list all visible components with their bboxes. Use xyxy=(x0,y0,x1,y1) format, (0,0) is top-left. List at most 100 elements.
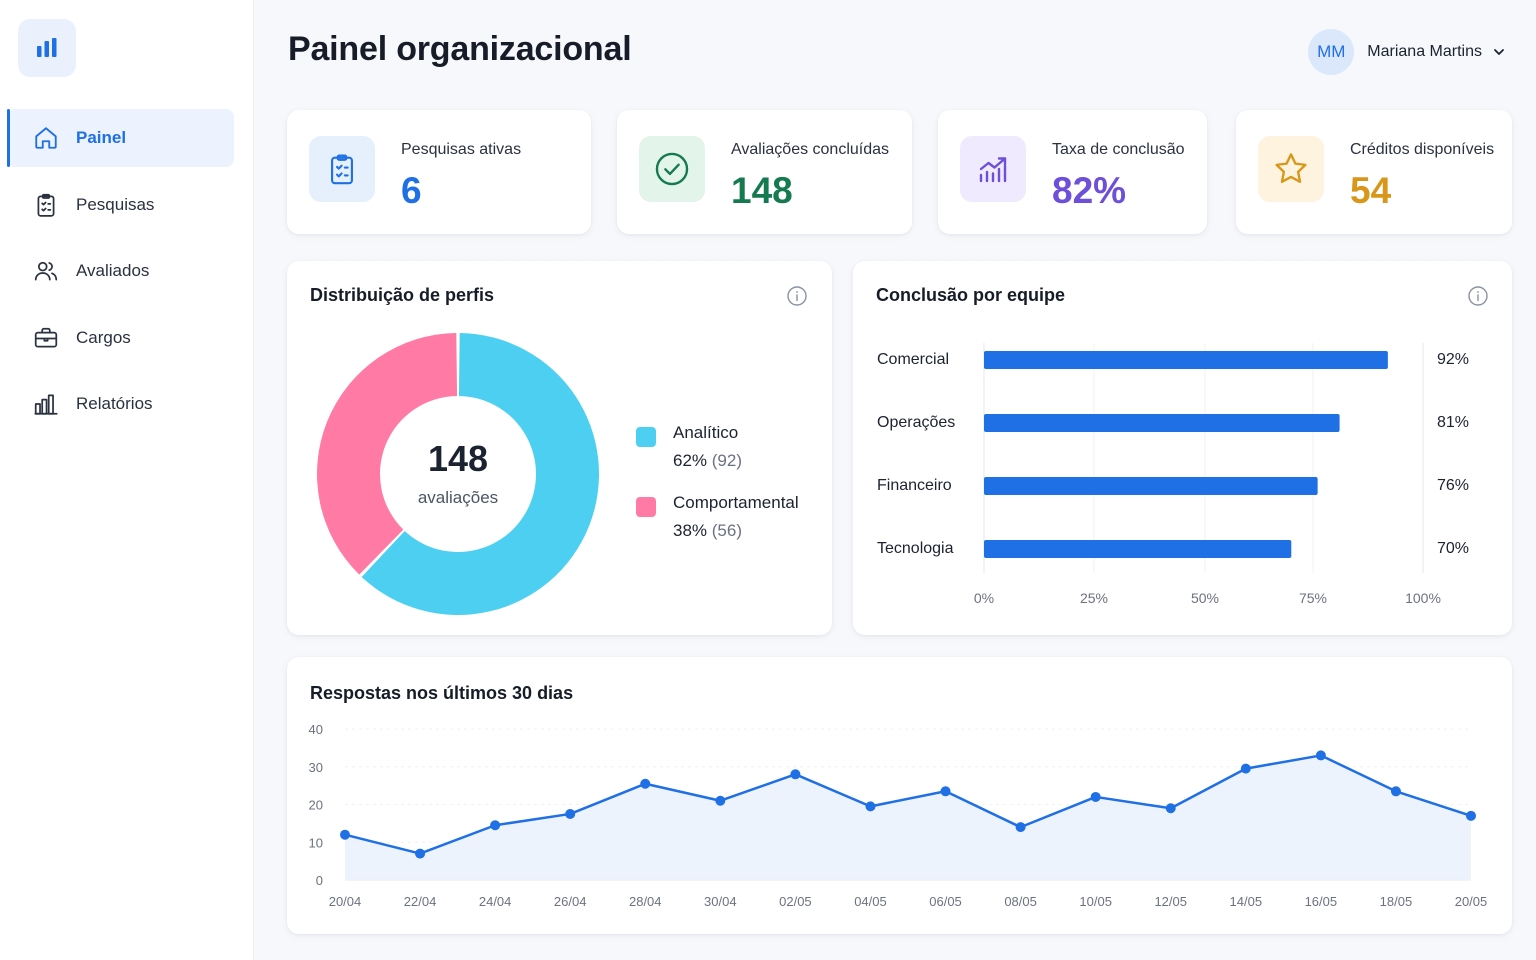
donut-center-value: 148 xyxy=(428,438,488,479)
info-icon[interactable] xyxy=(1467,285,1489,307)
x-tick-label: 10/05 xyxy=(1079,894,1112,909)
stat-label: Avaliações concluídas xyxy=(731,141,890,158)
user-menu[interactable]: MM Mariana Martins xyxy=(1308,29,1506,75)
team-bar-chart xyxy=(983,343,1424,573)
sidebar-item-avaliados[interactable]: Avaliados xyxy=(7,242,234,300)
chevron-down-icon[interactable] xyxy=(1492,45,1506,59)
legend-percent: 38% xyxy=(673,521,708,540)
profile-distribution-card: Distribuição de perfis 148 avaliações An… xyxy=(287,261,832,635)
avatar[interactable]: MM xyxy=(1308,29,1355,75)
app-logo[interactable] xyxy=(18,19,76,77)
sidebar-item-cargos[interactable]: Cargos xyxy=(7,309,234,367)
team-completion-card: Conclusão por equipe Comercial Operações… xyxy=(853,261,1512,635)
x-tick-label: 26/04 xyxy=(554,894,587,909)
data-point[interactable] xyxy=(1165,803,1176,814)
stat-label: Pesquisas ativas xyxy=(401,141,522,158)
stat-value: 82% xyxy=(1052,170,1127,211)
x-tick-label: 100% xyxy=(1405,590,1441,606)
legend-name: Analítico xyxy=(673,423,739,442)
bar-chart-icon xyxy=(37,38,57,57)
y-tick-label: 10 xyxy=(309,835,323,850)
x-tick-label: 24/04 xyxy=(479,894,512,909)
data-point[interactable] xyxy=(340,829,350,840)
y-tick-label: 20 xyxy=(309,798,323,813)
y-tick-label: 0 xyxy=(316,873,323,888)
x-tick-label: 25% xyxy=(1079,590,1109,606)
donut-chart: 148 avaliações xyxy=(317,333,599,615)
bar-1[interactable] xyxy=(984,414,1340,432)
y-tick-label: 40 xyxy=(309,722,323,737)
data-point[interactable] xyxy=(640,778,651,789)
legend-value: 62% (92) xyxy=(673,451,742,471)
bar-chart-icon xyxy=(33,391,59,417)
stat-card-avaliacoes-concluidas[interactable]: Avaliações concluídas 148 xyxy=(617,110,912,234)
bar-label: Operações xyxy=(877,414,956,431)
x-tick-label: 18/05 xyxy=(1380,894,1413,909)
bar-value: 76% xyxy=(1437,477,1470,494)
clipboard-icon xyxy=(33,192,59,218)
data-point[interactable] xyxy=(415,848,426,859)
x-tick-label: 06/05 xyxy=(929,894,962,909)
card-title: Distribuição de perfis xyxy=(310,285,495,305)
stat-card-taxa-de-conclusao[interactable]: Taxa de conclusão 82% xyxy=(938,110,1207,234)
responses-card: Respostas nos últimos 30 dias 0 10 20 30 40 2… xyxy=(287,657,1512,934)
x-tick-label: 16/05 xyxy=(1305,894,1338,909)
page-title: Painel organizacional xyxy=(288,30,632,68)
sidebar-item-relatorios[interactable]: Relatórios xyxy=(7,375,234,433)
legend-value: 38% (56) xyxy=(673,521,742,541)
stat-value: 54 xyxy=(1350,170,1392,211)
area-fill xyxy=(345,755,1471,880)
data-point[interactable] xyxy=(565,808,576,819)
users-icon xyxy=(33,258,59,284)
x-tick-label: 30/04 xyxy=(704,894,737,909)
x-tick-label: 0% xyxy=(973,590,995,606)
data-point[interactable] xyxy=(490,820,501,831)
legend-name: Comportamental xyxy=(673,493,799,512)
clipboard-check-icon xyxy=(309,136,375,202)
bar-3[interactable] xyxy=(984,540,1292,558)
sidebar-item-pesquisas[interactable]: Pesquisas xyxy=(7,176,234,234)
data-point[interactable] xyxy=(1390,786,1401,797)
bar-label: Financeiro xyxy=(877,477,952,494)
home-icon xyxy=(33,125,59,151)
sidebar-item-label: Cargos xyxy=(76,327,131,347)
info-icon[interactable] xyxy=(786,285,808,307)
bar-label: Tecnologia xyxy=(877,540,954,557)
donut-center-label: avaliações xyxy=(418,488,498,507)
data-point[interactable] xyxy=(1090,791,1101,802)
stat-label: Taxa de conclusão xyxy=(1052,141,1185,158)
data-point[interactable] xyxy=(1240,763,1251,774)
data-point[interactable] xyxy=(790,769,801,780)
sidebar-nav: Painel Pesquisas Avaliados Cargos Relató… xyxy=(7,109,234,442)
bar-0[interactable] xyxy=(984,351,1388,369)
check-circle-icon xyxy=(639,136,705,202)
data-point[interactable] xyxy=(1466,810,1476,821)
bar-value: 92% xyxy=(1437,351,1470,368)
data-point[interactable] xyxy=(940,786,951,797)
star-icon xyxy=(1258,136,1324,202)
donut-slice-1[interactable] xyxy=(317,333,458,575)
sidebar-item-label: Pesquisas xyxy=(76,194,155,214)
stat-card-pesquisas-ativas[interactable]: Pesquisas ativas 6 xyxy=(287,110,591,234)
x-tick-label: 22/04 xyxy=(404,894,437,909)
x-tick-label: 20/05 xyxy=(1455,894,1488,909)
x-tick-label: 50% xyxy=(1190,590,1220,606)
data-point[interactable] xyxy=(865,801,876,812)
x-tick-label: 08/05 xyxy=(1004,894,1037,909)
sidebar-item-label: Avaliados xyxy=(76,261,150,280)
y-tick-label: 30 xyxy=(309,760,323,775)
bar-2[interactable] xyxy=(984,477,1318,495)
card-title: Conclusão por equipe xyxy=(876,285,1066,305)
stat-card-creditos-disponiveis[interactable]: Créditos disponíveis 54 xyxy=(1236,110,1512,234)
data-point[interactable] xyxy=(715,795,726,806)
sidebar-item-painel[interactable]: Painel xyxy=(7,109,234,167)
x-tick-label: 28/04 xyxy=(629,894,662,909)
stat-label: Créditos disponíveis xyxy=(1350,141,1495,158)
legend-count: (56) xyxy=(711,521,742,540)
data-point[interactable] xyxy=(1315,750,1326,761)
briefcase-icon xyxy=(33,325,59,351)
stat-value: 148 xyxy=(731,170,793,211)
stat-value: 6 xyxy=(401,170,422,211)
data-point[interactable] xyxy=(1015,822,1026,833)
donut-slice-0[interactable] xyxy=(361,333,599,615)
